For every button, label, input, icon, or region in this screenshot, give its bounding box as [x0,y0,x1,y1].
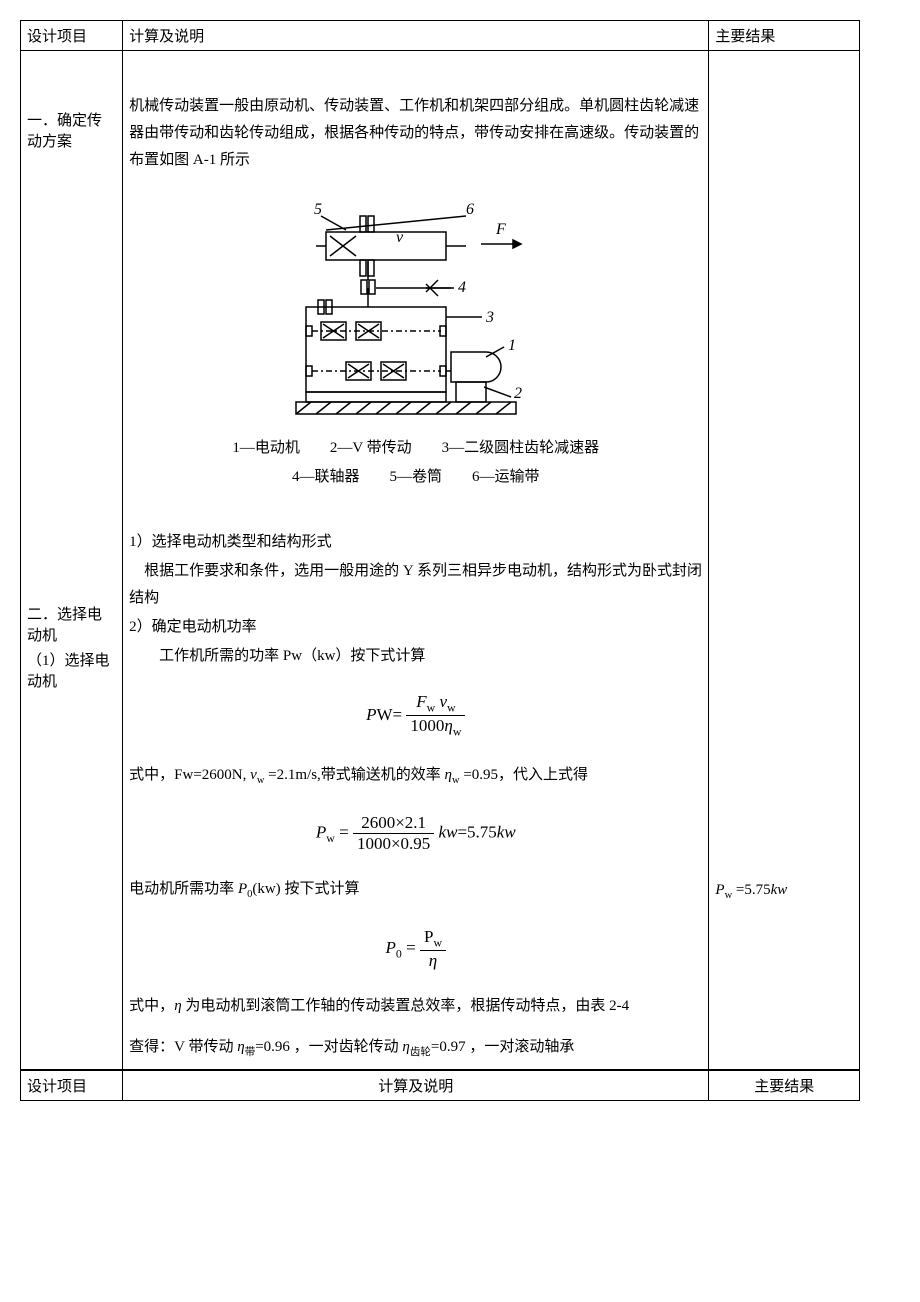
hdr-col3: 主要结果 [709,21,860,51]
formula-Pw: PW= Fw vw 1000ηw [129,692,702,740]
s2-l6: 电动机所需功率 P0(kw) 按下式计算 [129,876,702,905]
hdr-col2: 计算及说明 [123,21,709,51]
caption-line2: 4—联轴器 5—卷筒 6—运输带 [129,463,702,492]
s2-l7: 式中，η 为电动机到滚筒工作轴的传动装置总效率，根据传动特点，由表 2-4 [129,993,702,1020]
header-row: 设计项目 计算及说明 主要结果 [21,21,860,51]
footer-col3: 主要结果 [709,1070,860,1100]
s2-l2: 根据工作要求和条件，选用一般用途的 Y 系列三相异步电动机，结构形式为卧式封闭结… [129,558,702,612]
footer-col2: 计算及说明 [123,1070,709,1100]
s2-l5: 式中，Fw=2600N, vw =2.1m/s,带式输送机的效率 ηw =0.9… [129,762,702,791]
s2-l3: 2）确定电动机功率 [129,614,702,641]
hdr-col1: 设计项目 [21,21,123,51]
formula-Pw-calc: Pw = 2600×2.11000×0.95 kw=5.75kw [129,813,702,854]
svg-text:5: 5 [314,201,322,218]
mid-col: 机械传动装置一般由原动机、传动装置、工作机和机架四部分组成。单机圆柱齿轮减速器由… [123,51,709,1070]
svg-text:3: 3 [485,309,494,326]
caption-line1: 1—电动机 2—V 带传动 3—二级圆柱齿轮减速器 [129,434,702,463]
svg-text:v: v [396,229,404,246]
section2-sub: （1）选择电动机 [27,649,116,691]
footer-table: 设计项目 计算及说明 主要结果 [20,1070,860,1101]
svg-text:F: F [495,221,506,238]
section1-text: 机械传动装置一般由原动机、传动装置、工作机和机架四部分组成。单机圆柱齿轮减速器由… [129,93,702,174]
diagram-caption: 1—电动机 2—V 带传动 3—二级圆柱齿轮减速器 4—联轴器 5—卷筒 6—运… [129,434,702,491]
svg-text:6: 6 [466,201,474,218]
s2-l8: 查得：V 带传动 η带=0.96 ，一对齿轮传动 η齿轮=0.97 ，一对滚动轴… [129,1034,702,1063]
svg-text:1: 1 [508,337,516,354]
left-col: 一．确定传动方案 二．选择电动机 （1）选择电动机 [21,51,123,1070]
footer-col1: 设计项目 [21,1070,123,1100]
transmission-diagram-icon: v F 5 6 4 3 1 2 [286,192,546,422]
section1-title: 一．确定传动方案 [27,109,116,151]
result-Pw: Pw =5.75kw [715,877,853,906]
body-row: 一．确定传动方案 二．选择电动机 （1）选择电动机 机械传动装置一般由原动机、传… [21,51,860,1070]
main-table: 设计项目 计算及说明 主要结果 一．确定传动方案 二．选择电动机 （1）选择电动… [20,20,860,1070]
svg-text:4: 4 [458,279,466,296]
footer-row: 设计项目 计算及说明 主要结果 [21,1070,860,1100]
formula-P0: P0 = Pwη [129,927,702,971]
section2-title: 二．选择电动机 [27,603,116,645]
right-col: Pw =5.75kw [709,51,860,1070]
s2-l1: 1）选择电动机类型和结构形式 [129,529,702,556]
s2-l4: 工作机所需的功率 Pw（kw）按下式计算 [129,643,702,670]
svg-text:2: 2 [514,385,522,402]
